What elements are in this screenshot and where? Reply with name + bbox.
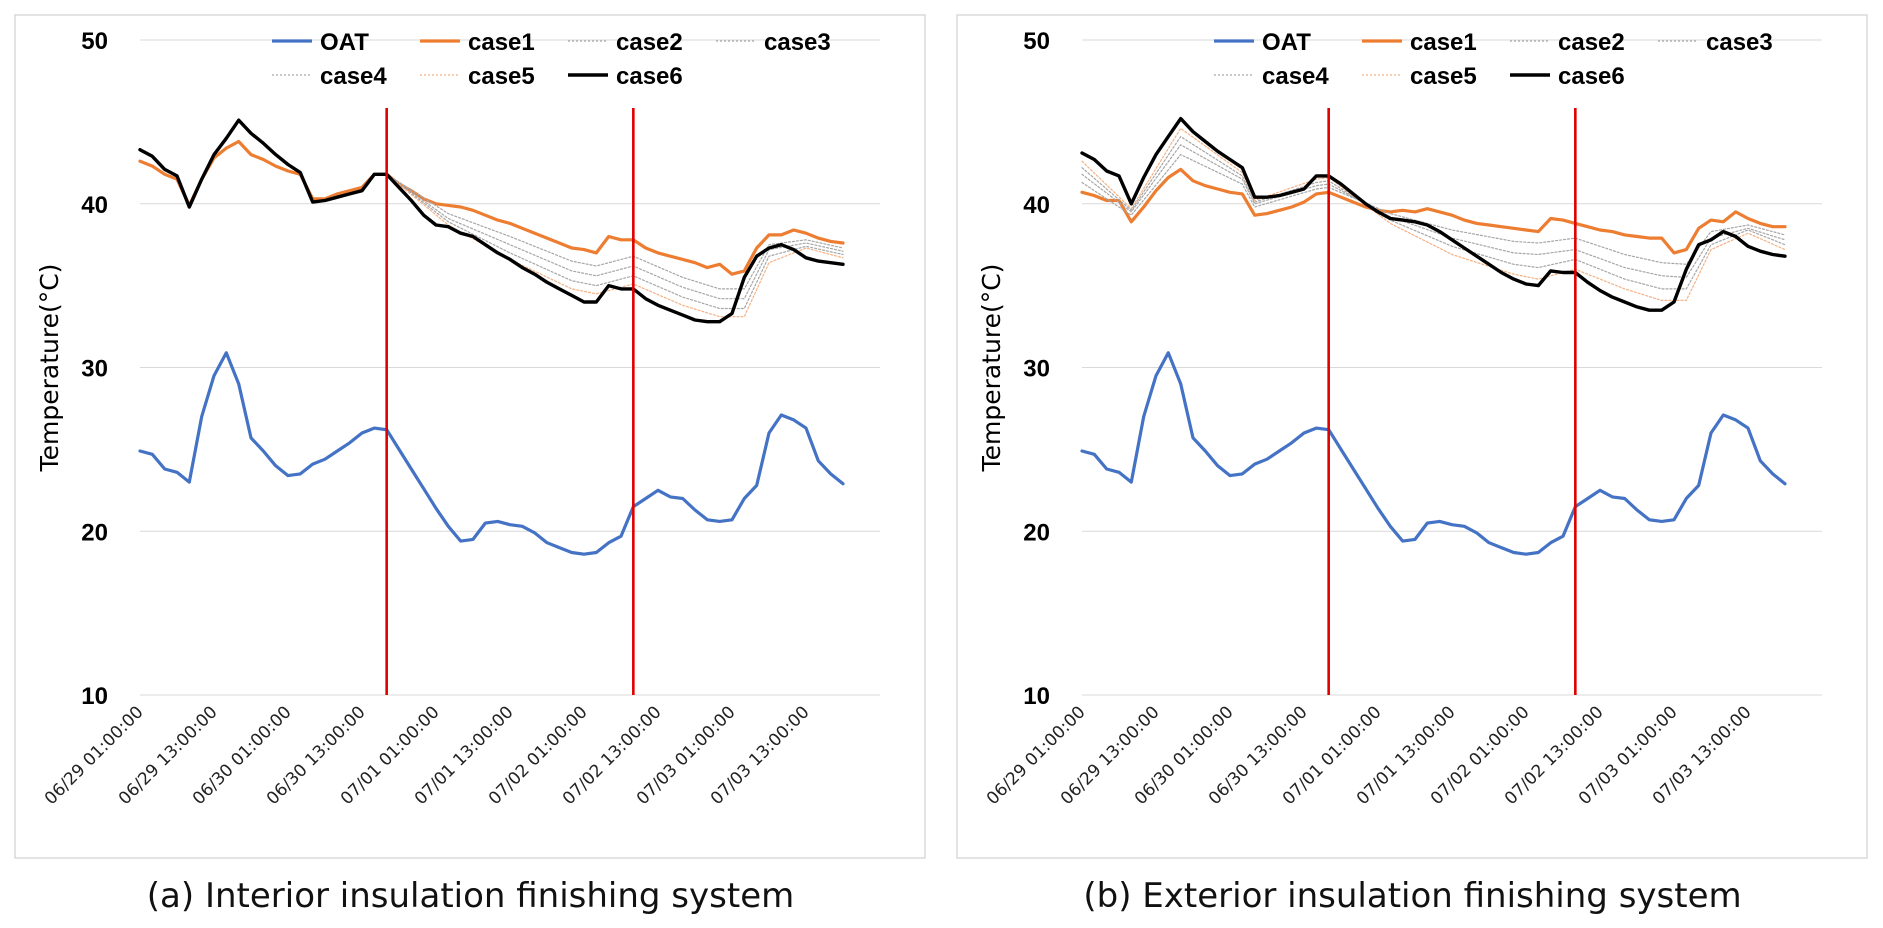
series-line-case6: [138, 118, 845, 324]
legend-label: case6: [616, 63, 683, 90]
legend-label: case3: [764, 29, 831, 56]
series-line-case4: [386, 173, 844, 310]
y-tick-label: 30: [1023, 356, 1050, 383]
y-tick-label: 30: [81, 356, 108, 383]
series-line-case1: [138, 139, 845, 276]
legend-label: case4: [1262, 63, 1329, 90]
series-line-case2: [386, 173, 844, 290]
y-tick-label: 20: [1023, 519, 1050, 546]
y-tick-label: 10: [1023, 683, 1050, 710]
legend-label: case2: [1558, 29, 1625, 56]
series-line-case5: [386, 173, 844, 318]
series-line-OAT: [1080, 351, 1787, 556]
legend-label: case3: [1706, 29, 1773, 56]
y-tick-label: 50: [1023, 28, 1050, 55]
legend-label: case1: [468, 29, 535, 56]
series-line-case4: [1081, 136, 1786, 290]
series-line-case1: [1080, 167, 1787, 255]
legend-label: OAT: [1262, 29, 1311, 56]
chart-panel-exterior: 10 20 30 40 50 Temperature(°C) 06/29 01:00:00 0…: [942, 0, 1883, 928]
y-tick-label: 50: [81, 28, 108, 55]
caption-interior: (a) Interior insulation finishing system: [146, 876, 795, 916]
legend-label: case6: [1558, 63, 1625, 90]
legend-label: case5: [468, 63, 535, 90]
y-tick-label: 20: [81, 519, 108, 546]
y-tick-label: 40: [1023, 192, 1050, 219]
legend-label: case4: [320, 63, 387, 90]
legend-label: case5: [1410, 63, 1477, 90]
caption-exterior: (b) Exterior insulation finishing system: [1083, 876, 1742, 916]
y-tick-label: 40: [81, 192, 108, 219]
series-line-case6: [1080, 116, 1787, 312]
y-tick-label: 10: [81, 683, 108, 710]
y-axis-label: Temperature(°C): [977, 264, 1006, 473]
chart-panel-interior: 10 20 30 40 50 Temperature(°C) 06/29 01:00:00 0…: [0, 0, 941, 928]
chart-frame: [956, 14, 1868, 859]
series-line-case3: [386, 173, 844, 300]
chart-frame: [14, 14, 926, 859]
series-line-case3: [1081, 144, 1786, 278]
legend-label: OAT: [320, 29, 369, 56]
y-axis-label: Temperature(°C): [35, 264, 64, 473]
series-line-OAT: [138, 351, 845, 556]
series-line-case5: [1081, 127, 1786, 301]
legend-label: case1: [1410, 29, 1477, 56]
legend-label: case2: [616, 29, 683, 56]
